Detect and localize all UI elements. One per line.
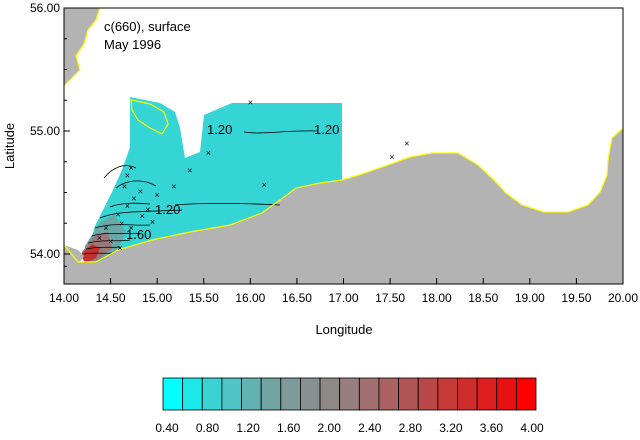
coastline [63, 7, 624, 263]
colorbar-cell [437, 377, 458, 411]
contour-label: 1.20 [155, 202, 180, 217]
map-title: c(660), surface [104, 19, 191, 34]
x-tick-label: 14.50 [96, 291, 126, 305]
station-marker: × [115, 210, 120, 220]
colorbar-cell [221, 377, 242, 411]
x-tick-label: 16.00 [235, 291, 265, 305]
colorbar-cell [319, 377, 341, 411]
station-marker: × [171, 181, 176, 191]
x-tick-label: 15.00 [142, 291, 172, 305]
land-usedom [64, 245, 84, 262]
station-marker: × [117, 243, 122, 253]
x-tick-label: 19.50 [561, 291, 591, 305]
colorbar-cell [300, 377, 321, 411]
contour-label: 1.60 [126, 227, 151, 242]
station-marker: × [122, 181, 127, 191]
y-tick-label: 56.00 [30, 1, 60, 15]
y-axis: 54.00 55.00 56.00 [30, 1, 70, 267]
x-tick-label: 15.50 [189, 291, 219, 305]
station-markers: ××××××××× ××××× ×××××× ×××× [97, 98, 410, 253]
colorbar-label: 2.80 [399, 421, 423, 435]
y-tick-label: 55.00 [30, 124, 60, 138]
station-marker: × [140, 211, 145, 221]
station-marker: × [262, 180, 267, 190]
colorbar-label: 2.00 [318, 421, 342, 435]
x-axis-label: Longitude [315, 322, 372, 337]
station-marker: × [119, 218, 124, 228]
station-marker: × [97, 233, 102, 243]
station-marker: × [138, 186, 143, 196]
station-marker: × [131, 194, 136, 204]
colorbar-cell [358, 377, 380, 411]
colorbar-cell [417, 377, 439, 411]
station-marker: × [125, 201, 130, 211]
station-marker: × [108, 237, 113, 247]
x-axis: 14.00 14.50 15.00 15.50 16.00 16.50 17.00 17.50… [49, 278, 638, 305]
colorbar-cell [162, 377, 184, 411]
colorbar-label: 0.80 [196, 421, 220, 435]
station-marker: × [187, 165, 192, 175]
x-tick-label: 18.50 [468, 291, 498, 305]
x-tick-label: 17.50 [375, 291, 405, 305]
contour-label: 1.20 [314, 122, 339, 137]
station-marker: × [248, 98, 253, 108]
station-marker: × [103, 223, 108, 233]
station-marker: × [155, 190, 160, 200]
land-mainland [64, 128, 623, 284]
x-tick-label: 20.00 [608, 291, 638, 305]
station-marker: × [128, 223, 133, 233]
contour-lines [83, 130, 319, 255]
colorbar-label: 1.60 [277, 421, 301, 435]
x-tick-label: 17.00 [328, 291, 358, 305]
x-tick-label: 16.50 [282, 291, 312, 305]
colorbar [162, 377, 537, 411]
field-region [85, 97, 342, 263]
colorbar-label: 4.00 [520, 421, 544, 435]
x-tick-label: 14.00 [49, 291, 79, 305]
station-marker: × [128, 163, 133, 173]
colorbar-label: 3.60 [480, 421, 504, 435]
colorbar-cell [378, 377, 399, 411]
colorbar-cell [260, 377, 282, 411]
colorbar-cell [280, 377, 301, 411]
station-marker: × [206, 148, 211, 158]
y-tick-label: 54.00 [30, 247, 60, 261]
x-tick-label: 19.00 [515, 291, 545, 305]
colorbar-cell [476, 377, 498, 411]
y-axis-label: Latitude [2, 123, 17, 169]
colorbar-label: 0.40 [155, 421, 179, 435]
colorbar-cell [201, 377, 223, 411]
colorbar-cell [398, 377, 419, 411]
colorbar-cell [182, 377, 203, 411]
colorbar-cell [457, 377, 478, 411]
colorbar-cell [241, 377, 262, 411]
colorbar-label: 2.40 [358, 421, 382, 435]
station-marker: × [145, 205, 150, 215]
colorbar-labels: 0.40 0.80 1.20 1.60 2.00 2.40 2.80 3.20 3.60 4.00 [155, 421, 544, 435]
colorbar-cell [339, 377, 360, 411]
contour-label: 1.20 [207, 122, 232, 137]
station-marker: × [125, 170, 130, 180]
colorbar-label: 1.20 [236, 421, 260, 435]
station-marker: × [404, 138, 409, 148]
x-tick-label: 18.00 [422, 291, 452, 305]
station-marker: × [389, 152, 394, 162]
colorbar-cell [515, 377, 537, 411]
map-subtitle: May 1996 [104, 37, 161, 52]
station-marker: × [150, 217, 155, 227]
colorbar-cell [496, 377, 517, 411]
colorbar-label: 3.20 [439, 421, 463, 435]
